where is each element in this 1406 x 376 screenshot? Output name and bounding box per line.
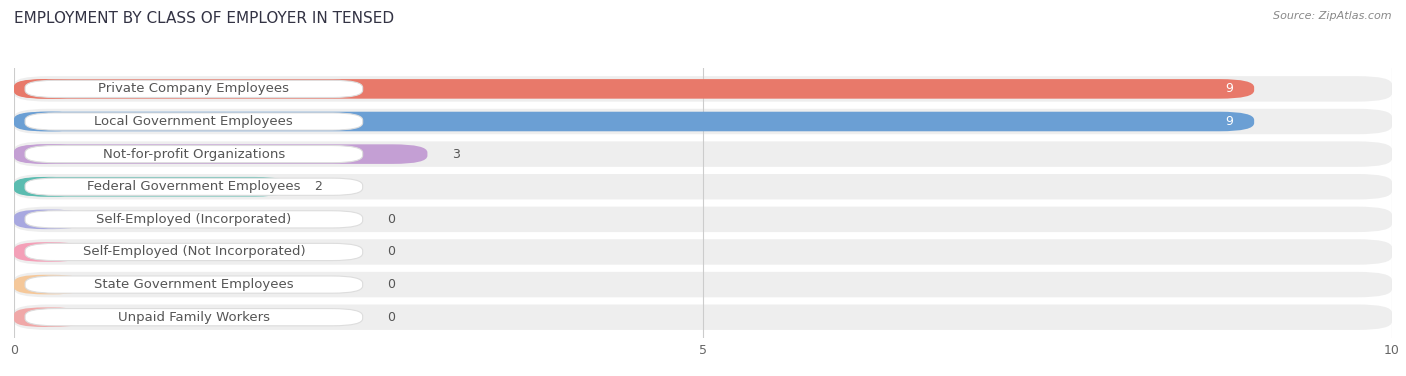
- FancyBboxPatch shape: [14, 242, 83, 262]
- FancyBboxPatch shape: [14, 141, 1392, 167]
- FancyBboxPatch shape: [14, 239, 1392, 265]
- FancyBboxPatch shape: [25, 309, 363, 326]
- Text: 0: 0: [388, 311, 395, 324]
- Text: 0: 0: [388, 278, 395, 291]
- FancyBboxPatch shape: [14, 207, 1392, 232]
- FancyBboxPatch shape: [14, 177, 290, 197]
- FancyBboxPatch shape: [14, 177, 83, 197]
- FancyBboxPatch shape: [25, 243, 363, 261]
- FancyBboxPatch shape: [14, 305, 1392, 330]
- Text: Local Government Employees: Local Government Employees: [94, 115, 294, 128]
- Text: State Government Employees: State Government Employees: [94, 278, 294, 291]
- Text: Self-Employed (Incorporated): Self-Employed (Incorporated): [96, 213, 291, 226]
- FancyBboxPatch shape: [25, 146, 363, 163]
- FancyBboxPatch shape: [14, 112, 83, 131]
- Text: 9: 9: [1226, 82, 1233, 96]
- FancyBboxPatch shape: [14, 79, 83, 99]
- FancyBboxPatch shape: [25, 276, 363, 293]
- Text: 0: 0: [388, 213, 395, 226]
- FancyBboxPatch shape: [25, 113, 363, 130]
- Text: 3: 3: [453, 148, 460, 161]
- Text: 9: 9: [1226, 115, 1233, 128]
- Text: 0: 0: [388, 246, 395, 258]
- Text: Unpaid Family Workers: Unpaid Family Workers: [118, 311, 270, 324]
- FancyBboxPatch shape: [14, 76, 1392, 102]
- FancyBboxPatch shape: [14, 209, 83, 229]
- Text: 2: 2: [315, 180, 322, 193]
- FancyBboxPatch shape: [14, 144, 427, 164]
- FancyBboxPatch shape: [14, 112, 1254, 131]
- Text: Private Company Employees: Private Company Employees: [98, 82, 290, 96]
- FancyBboxPatch shape: [25, 211, 363, 228]
- Text: Self-Employed (Not Incorporated): Self-Employed (Not Incorporated): [83, 246, 305, 258]
- FancyBboxPatch shape: [25, 178, 363, 196]
- FancyBboxPatch shape: [14, 79, 1254, 99]
- FancyBboxPatch shape: [14, 174, 1392, 199]
- FancyBboxPatch shape: [25, 80, 363, 97]
- Text: Federal Government Employees: Federal Government Employees: [87, 180, 301, 193]
- FancyBboxPatch shape: [14, 308, 83, 327]
- Text: Source: ZipAtlas.com: Source: ZipAtlas.com: [1274, 11, 1392, 21]
- FancyBboxPatch shape: [14, 272, 1392, 297]
- Text: Not-for-profit Organizations: Not-for-profit Organizations: [103, 148, 285, 161]
- FancyBboxPatch shape: [14, 144, 83, 164]
- FancyBboxPatch shape: [14, 275, 83, 294]
- FancyBboxPatch shape: [14, 109, 1392, 134]
- Text: EMPLOYMENT BY CLASS OF EMPLOYER IN TENSED: EMPLOYMENT BY CLASS OF EMPLOYER IN TENSE…: [14, 11, 394, 26]
